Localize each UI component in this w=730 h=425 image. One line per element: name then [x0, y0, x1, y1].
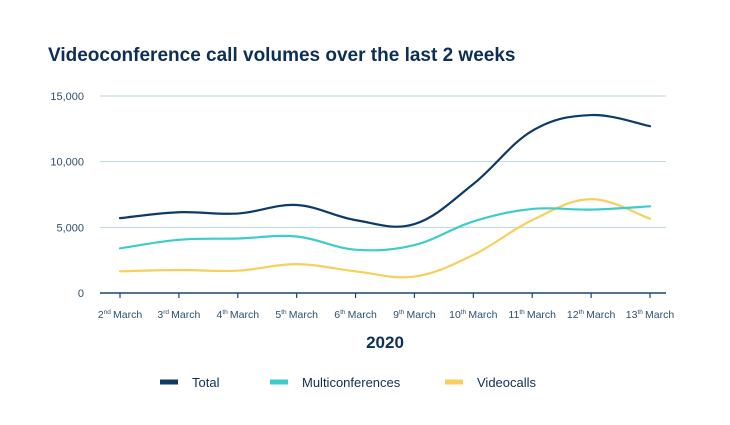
x-tick-label: 11th March — [508, 309, 556, 321]
x-tick-label: 6th March — [334, 309, 377, 321]
series-line-total — [118, 113, 652, 228]
x-tick-label: 9th March — [393, 309, 436, 321]
x-tick-label: 3rd March — [157, 309, 200, 321]
series-line-videocalls — [118, 197, 652, 279]
legend-label: Videocalls — [477, 375, 537, 390]
series-lines — [118, 113, 652, 279]
legend-label: Total — [192, 375, 220, 390]
y-tick-label: 5,000 — [56, 222, 84, 234]
x-axis-ticks: 2nd March 3rd March 4th March 5th March 6th … — [98, 293, 675, 321]
x-tick-label: 5th March — [275, 309, 318, 321]
y-tick-label: 15,000 — [50, 91, 84, 103]
legend: Total Multiconferences Videocalls — [160, 375, 537, 390]
chart-title: Videoconference call volumes over the la… — [48, 45, 516, 66]
x-axis-label: 2020 — [366, 333, 404, 352]
x-tick-label: 10th March — [449, 309, 498, 321]
x-tick-label: 13th March — [626, 309, 675, 321]
grid-lines — [100, 95, 666, 228]
y-axis-ticks: 0 5,000 10,000 15,000 — [50, 91, 84, 300]
y-tick-label: 10,000 — [50, 157, 84, 169]
legend-label: Multiconferences — [302, 375, 401, 390]
x-tick-label: 2nd March — [98, 309, 143, 321]
series-line-multiconferences — [118, 205, 652, 252]
x-tick-label: 12th March — [567, 309, 616, 321]
y-tick-label: 0 — [78, 288, 84, 300]
x-tick-label: 4th March — [217, 309, 260, 321]
